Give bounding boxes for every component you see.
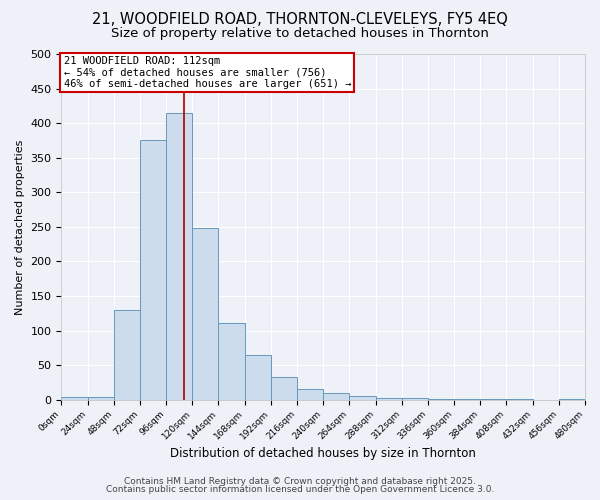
Bar — [297, 390, 323, 400]
Bar — [323, 394, 349, 400]
Bar — [271, 377, 297, 400]
Bar — [402, 398, 428, 400]
Bar — [166, 113, 193, 400]
X-axis label: Distribution of detached houses by size in Thornton: Distribution of detached houses by size … — [170, 447, 476, 460]
Bar — [506, 399, 533, 400]
Text: Contains public sector information licensed under the Open Government Licence 3.: Contains public sector information licen… — [106, 485, 494, 494]
Bar — [61, 397, 88, 400]
Text: 21, WOODFIELD ROAD, THORNTON-CLEVELEYS, FY5 4EQ: 21, WOODFIELD ROAD, THORNTON-CLEVELEYS, … — [92, 12, 508, 28]
Bar — [480, 399, 506, 400]
Bar — [140, 140, 166, 400]
Bar — [349, 396, 376, 400]
Bar — [88, 397, 114, 400]
Bar — [454, 399, 480, 400]
Bar — [193, 228, 218, 400]
Bar — [376, 398, 402, 400]
Text: Contains HM Land Registry data © Crown copyright and database right 2025.: Contains HM Land Registry data © Crown c… — [124, 477, 476, 486]
Bar — [114, 310, 140, 400]
Bar — [218, 323, 245, 400]
Bar — [245, 354, 271, 400]
Text: Size of property relative to detached houses in Thornton: Size of property relative to detached ho… — [111, 28, 489, 40]
Y-axis label: Number of detached properties: Number of detached properties — [15, 139, 25, 314]
Bar — [559, 399, 585, 400]
Text: 21 WOODFIELD ROAD: 112sqm
← 54% of detached houses are smaller (756)
46% of semi: 21 WOODFIELD ROAD: 112sqm ← 54% of detac… — [64, 56, 351, 90]
Bar — [428, 399, 454, 400]
